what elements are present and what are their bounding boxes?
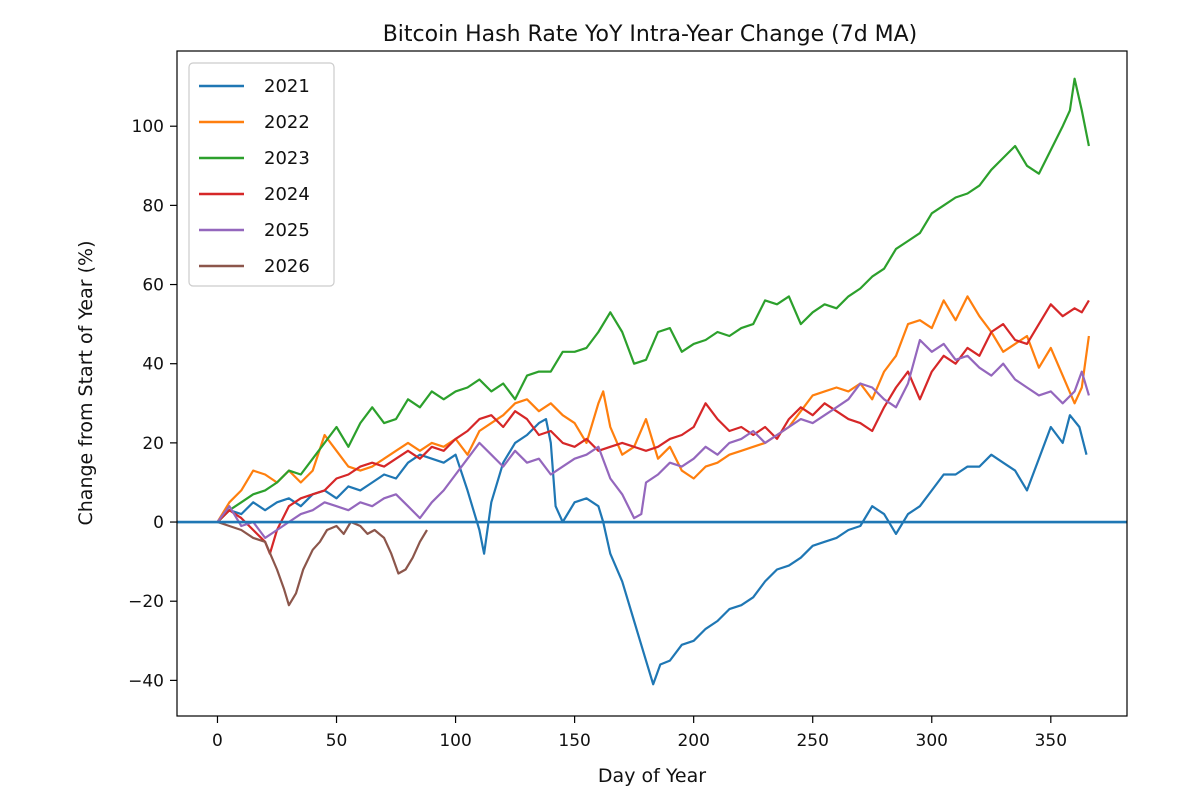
x-tick-label: 350 (1035, 731, 1067, 751)
legend-label-2026: 2026 (264, 256, 310, 277)
series-line-2024 (216, 299, 1090, 555)
x-tick-label: 200 (677, 731, 709, 751)
chart-title: Bitcoin Hash Rate YoY Intra-Year Change … (383, 22, 918, 47)
x-tick-label: 250 (796, 731, 828, 751)
series-line-2023 (216, 77, 1090, 523)
legend-label-2021: 2021 (264, 76, 310, 97)
y-axis-ticks: −40 −20 0 20 40 60 80 100 (128, 117, 177, 691)
x-tick-label: 0 (212, 731, 223, 751)
series-line-2026 (217, 520, 428, 607)
plot-frame (176, 50, 1128, 717)
y-tick-label: −20 (128, 592, 164, 612)
legend-label-2023: 2023 (264, 148, 310, 169)
x-axis-ticks: 0 50 100 150 200 250 300 350 (212, 716, 1067, 751)
legend: 2021 2022 2023 2024 2025 2026 (188, 62, 335, 287)
y-tick-label: −40 (128, 671, 164, 691)
y-tick-label: 60 (142, 276, 164, 296)
y-axis-label: Change from Start of Year (%) (75, 241, 97, 526)
series-line-2021 (216, 414, 1088, 686)
x-tick-label: 50 (326, 731, 348, 751)
legend-label-2022: 2022 (264, 112, 310, 133)
x-tick-label: 100 (439, 731, 471, 751)
x-tick-label: 300 (916, 731, 948, 751)
legend-box (188, 62, 335, 287)
series-line-2025 (216, 338, 1090, 539)
y-tick-label: 0 (153, 513, 164, 533)
legend-label-2024: 2024 (264, 184, 310, 205)
legend-label-2025: 2025 (264, 220, 310, 241)
y-tick-label: 80 (142, 196, 164, 216)
series-layer (177, 77, 1127, 686)
x-axis-label: Day of Year (598, 765, 706, 787)
y-tick-label: 100 (132, 117, 164, 137)
x-tick-label: 150 (558, 731, 590, 751)
series-line-2022 (216, 295, 1090, 523)
y-tick-label: 20 (142, 434, 164, 454)
y-tick-label: 40 (142, 355, 164, 375)
